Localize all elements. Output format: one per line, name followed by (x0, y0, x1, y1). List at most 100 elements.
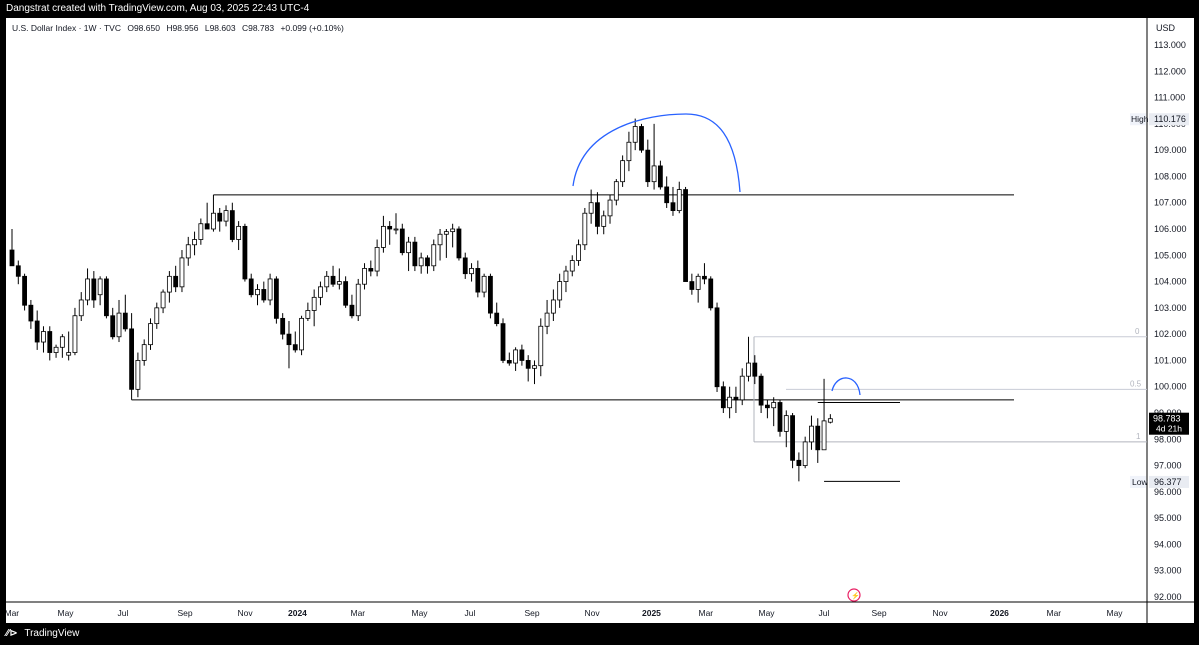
earnings-event-icon[interactable] (847, 588, 861, 602)
candle-body[interactable] (525, 360, 531, 369)
candle-body[interactable] (588, 202, 594, 214)
candle-body[interactable] (494, 312, 500, 325)
candle-body[interactable] (299, 317, 304, 351)
candle-body[interactable] (374, 246, 380, 272)
candle-body[interactable] (34, 320, 40, 343)
candle-body[interactable] (154, 307, 160, 325)
candle-body[interactable] (752, 362, 758, 377)
candle-body[interactable] (714, 307, 720, 388)
candle-body[interactable] (129, 328, 135, 390)
candle-body[interactable] (280, 317, 286, 335)
candle-body[interactable] (683, 189, 688, 282)
candle-body[interactable] (601, 215, 607, 227)
candle-body[interactable] (462, 257, 468, 275)
candle-body[interactable] (783, 415, 789, 432)
candle-body[interactable] (85, 278, 90, 301)
candle-body[interactable] (406, 241, 411, 254)
candle-body[interactable] (689, 281, 695, 290)
candle-body[interactable] (179, 257, 185, 288)
candle-body[interactable] (746, 362, 751, 377)
candle-body[interactable] (267, 278, 273, 301)
candle-body[interactable] (330, 275, 336, 285)
candle-body[interactable] (336, 281, 342, 285)
candle-body[interactable] (790, 415, 795, 461)
candle-body[interactable] (343, 281, 349, 306)
candle-body[interactable] (532, 365, 537, 369)
candle-body[interactable] (53, 346, 59, 353)
candle-body[interactable] (160, 291, 166, 309)
candle-body[interactable] (670, 202, 676, 211)
candle-body[interactable] (425, 257, 430, 267)
candle-body[interactable] (418, 257, 424, 267)
candle-body[interactable] (248, 278, 254, 296)
candle-body[interactable] (318, 286, 323, 298)
candle-body[interactable] (198, 223, 204, 240)
candle-body[interactable] (173, 275, 179, 288)
candle-body[interactable] (802, 441, 808, 466)
candle-body[interactable] (733, 396, 739, 401)
candle-body[interactable] (66, 352, 72, 356)
candle-body[interactable] (311, 296, 317, 311)
candle-body[interactable] (765, 404, 770, 409)
candle-body[interactable] (72, 315, 78, 353)
candle-body[interactable] (595, 202, 600, 227)
candle-body[interactable] (362, 268, 367, 285)
candle-body[interactable] (506, 360, 512, 364)
candle-body[interactable] (431, 244, 437, 267)
candle-body[interactable] (651, 165, 657, 183)
candle-body[interactable] (500, 323, 506, 361)
candle-body[interactable] (739, 375, 745, 401)
candle-body[interactable] (437, 233, 443, 246)
candle-body[interactable] (550, 299, 556, 314)
candle-body[interactable] (141, 344, 147, 361)
candle-body[interactable] (626, 141, 632, 162)
candle-body[interactable] (481, 275, 487, 293)
candle-body[interactable] (475, 268, 481, 293)
candle-body[interactable] (676, 189, 682, 211)
candle-body[interactable] (620, 160, 626, 183)
candle-body[interactable] (657, 165, 663, 188)
candle-body[interactable] (645, 149, 651, 183)
candle-body[interactable] (255, 289, 260, 296)
candle-body[interactable] (355, 283, 361, 317)
candle-body[interactable] (758, 375, 764, 406)
candle-body[interactable] (695, 275, 701, 290)
candle-body[interactable] (815, 425, 821, 451)
candle-body[interactable] (702, 275, 707, 280)
candle-body[interactable] (796, 459, 802, 466)
candle-body[interactable] (28, 304, 34, 322)
candle-body[interactable] (607, 199, 613, 217)
candle-body[interactable] (412, 241, 418, 267)
candle-body[interactable] (557, 281, 563, 301)
candle-body[interactable] (613, 181, 619, 201)
candle-body[interactable] (399, 228, 405, 254)
candle-body[interactable] (292, 344, 298, 351)
candle-body[interactable] (211, 212, 216, 230)
candle-body[interactable] (450, 228, 456, 233)
candle-body[interactable] (488, 275, 493, 314)
candle-body[interactable] (47, 331, 53, 353)
candle-body[interactable] (78, 299, 84, 317)
candle-body[interactable] (632, 126, 638, 143)
candle-body[interactable] (368, 268, 374, 272)
candle-body[interactable] (9, 249, 15, 267)
candle-body[interactable] (217, 212, 223, 222)
candle-body[interactable] (827, 418, 833, 423)
candle-body[interactable] (809, 425, 814, 443)
candle-body[interactable] (97, 278, 103, 296)
candle-body[interactable] (387, 225, 393, 230)
candle-body[interactable] (148, 323, 153, 346)
candle-body[interactable] (771, 402, 777, 409)
candle-body[interactable] (15, 265, 21, 277)
candle-body[interactable] (273, 278, 279, 319)
candle-body[interactable] (122, 312, 128, 330)
candle-body[interactable] (538, 325, 544, 367)
candle-body[interactable] (41, 331, 46, 343)
candle-body[interactable] (664, 186, 670, 204)
candle-body[interactable] (286, 333, 292, 346)
candle-body[interactable] (639, 126, 644, 151)
candle-body[interactable] (569, 260, 575, 272)
candle-body[interactable] (104, 278, 109, 317)
candle-body[interactable] (324, 275, 330, 288)
candle-body[interactable] (708, 278, 714, 309)
